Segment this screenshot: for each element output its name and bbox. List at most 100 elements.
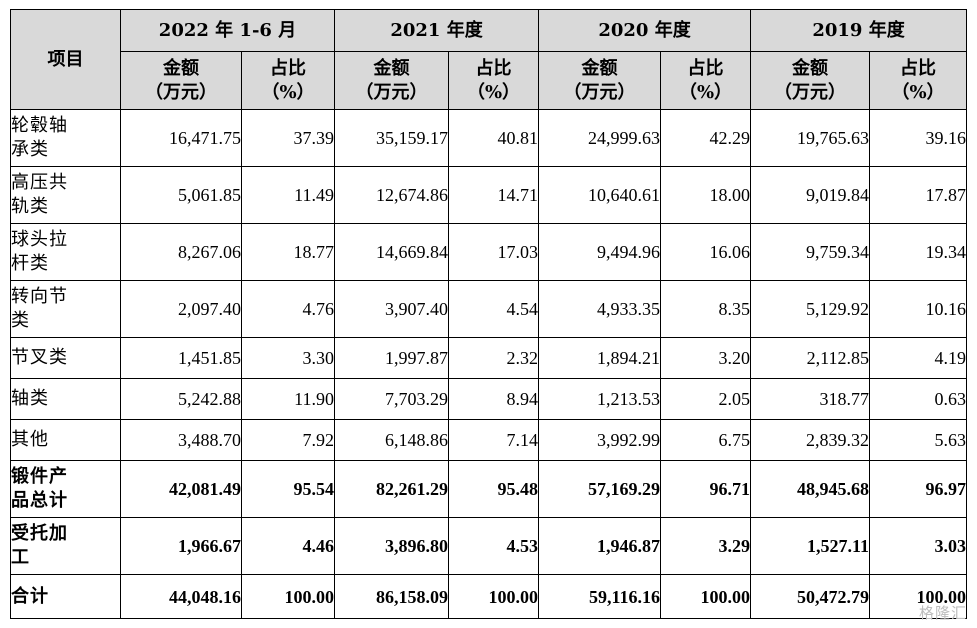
row-label-line: 高压共 [11,172,68,193]
row-label: 节叉类 [10,337,121,379]
share-cell: 95.48 [448,460,540,518]
amount-cell: 8,267.06 [120,223,242,281]
row-label: 受托加工 [10,517,121,575]
share-cell: 5.63 [869,419,968,461]
share-cell: 3.20 [660,337,752,379]
share-cell: 3.30 [240,337,336,379]
table-row: 受托加工 1,966.67 4.46 3,896.80 4.53 1,946.87 3.29… [10,517,968,575]
row-label-line: 轴类 [11,388,49,409]
header-label-line: 占比 [687,57,724,79]
share-cell: 96.71 [660,460,752,518]
header-row-subcolumns: 金额 （万元） 占比 （%） 金额 （万元） 占比 （%） 金额 （万元） 占比 （%） 金额 （万元）占… [11,51,968,110]
header-label-line: 占比 [475,57,512,79]
row-label-line: 转向节 [11,286,68,307]
share-cell: 96.97 [869,460,968,518]
amount-cell: 2,097.40 [120,280,242,338]
header-label-line: （万元） [563,81,636,103]
row-label-line: 节叉类 [11,347,68,368]
amount-cell: 3,896.80 [334,517,450,575]
amount-cell: 3,488.70 [120,419,242,461]
row-label-line: 轮毂轴 [11,115,68,136]
table-row: 合计 44,048.16 100.00 86,158.09 100.00 59,116.1… [10,574,968,619]
share-cell: 95.54 [240,460,336,518]
amount-cell: 35,159.17 [334,109,450,167]
amount-cell: 2,112.85 [750,337,871,379]
row-label-line: 类 [11,310,30,331]
row-label: 其他 [10,419,121,461]
share-cell: 3.29 [660,517,752,575]
header-label-line: 金额 [163,57,199,79]
share-cell: 11.90 [240,378,336,420]
share-column-header: 占比 （%） [240,51,336,110]
period-header: 2021 年度 [334,9,540,52]
row-label-line: 受托加 [11,523,68,544]
header-label-line: 占比 [270,57,306,79]
amount-cell: 1,894.21 [538,337,662,379]
table-row: 轴类 5,242.88 11.90 7,703.29 8.94 1,213.53 2.05 3… [10,378,968,420]
share-column-header: 占比 （%） [660,51,752,110]
table-row: 锻件产 品总计 42,081.49 95.54 82,261.29 95.48 57,169… [10,460,968,518]
share-cell: 4.54 [448,280,540,338]
table-row: 球头拉 杆类 8,267.06 18.77 14,669.84 17.03 9,494.96… [10,223,968,281]
share-cell: 16.06 [660,223,752,281]
amount-cell: 48,945.68 [750,460,871,518]
row-label-line: 合计 [11,585,49,607]
header-row-periods: 项目 2022 年 1-6 月 2021 年度 2020 年度 2019 年度 [10,9,968,110]
row-label-line: 杆类 [11,253,49,274]
amount-cell: 1,997.87 [334,337,450,379]
amount-column-header: 金额 （万元） [538,51,662,110]
row-label-line: 锻件产 [11,466,68,487]
row-label: 球头拉 杆类 [10,223,121,281]
header-label-line: 占比 [900,57,937,79]
item-header: 项目 [10,9,121,110]
period-header: 2022 年 1-6 月 [119,9,336,52]
header-label-line: 金额 [581,57,618,79]
header-label-line: （万元） [355,81,428,103]
amount-column-header: 金额 （万元） [334,51,450,110]
row-label-line: 品总计 [11,490,68,511]
amount-cell: 6,148.86 [334,419,450,461]
amount-cell: 5,129.92 [750,280,871,338]
amount-cell: 9,019.84 [750,166,871,224]
header-label-line: （%） [261,81,315,103]
amount-cell: 16,471.75 [120,109,242,167]
share-cell: 7.14 [448,419,540,461]
share-cell: 18.77 [240,223,336,281]
amount-cell: 1,213.53 [538,378,662,420]
share-cell: 37.39 [240,109,336,167]
amount-cell: 318.77 [750,378,871,420]
amount-cell: 10,640.61 [538,166,662,224]
header-label-line: （%） [891,81,945,103]
amount-column-header: 金额 （万元） [120,51,242,110]
share-cell: 100.00 [660,574,752,619]
share-cell: 8.94 [448,378,540,420]
header-label-line: （%） [678,81,733,103]
period-header: 2019 年度 [750,9,968,52]
watermark-logo: 格隆汇 [918,604,967,622]
amount-cell: 24,999.63 [538,109,662,167]
share-cell: 2.32 [448,337,540,379]
row-label: 合计 [10,574,121,619]
amount-cell: 2,839.32 [750,419,871,461]
share-cell: 8.35 [660,280,752,338]
amount-cell: 82,261.29 [334,460,450,518]
row-label-line: 工 [11,547,30,568]
share-column-header: 占比 （%） [448,51,540,110]
table-row: 其他 3,488.70 7.92 6,148.86 7.14 3,992.99 6.75 2,… [10,419,968,461]
table-row: 高压共 轨类 5,061.85 11.49 12,674.86 14.71 10,640.6… [10,166,968,224]
header-label-line: （万元） [774,81,847,103]
amount-cell: 5,242.88 [120,378,242,420]
table-row: 节叉类 1,451.85 3.30 1,997.87 2.32 1,894.21 3.20 2… [10,337,968,379]
amount-cell: 9,759.34 [750,223,871,281]
amount-cell: 12,674.86 [334,166,450,224]
amount-cell: 19,765.63 [750,109,871,167]
amount-cell: 59,116.16 [538,574,662,619]
share-cell: 4.53 [448,517,540,575]
amount-cell: 9,494.96 [538,223,662,281]
share-cell: 40.81 [448,109,540,167]
share-cell: 17.03 [448,223,540,281]
amount-cell: 50,472.79 [750,574,871,619]
share-cell: 39.16 [869,109,968,167]
share-cell: 2.05 [660,378,752,420]
amount-cell: 44,048.16 [120,574,242,619]
